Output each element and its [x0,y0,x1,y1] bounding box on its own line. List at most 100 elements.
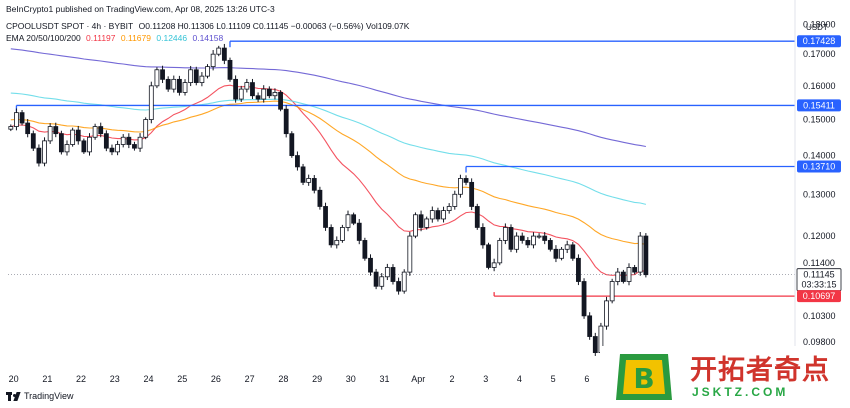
tradingview-logo-icon [6,391,21,401]
candle-body-up [154,69,160,87]
candle-body-up [334,240,340,246]
candle [143,117,149,140]
price-labels: 0.17428 0.15411 0.13710 0.1114503:33:150.10… [796,35,842,303]
watermark-badge-letter: B [633,362,654,395]
candle-body-down [311,178,317,191]
candle [47,123,53,144]
candle [323,202,328,231]
x-tick-label: 2 [449,374,454,384]
candle [115,140,120,156]
candle [188,65,194,87]
candle [401,269,407,294]
candle [306,174,312,186]
candle [244,78,250,93]
candle-body-up [8,126,14,130]
candle [171,75,177,93]
level-price-text: 0.10697 [803,291,836,301]
candle-body-down [283,108,289,135]
candle-body-down [278,92,283,110]
candle [384,263,390,281]
candle [637,232,643,276]
candle-body-down [109,147,115,153]
candle-body-down [587,315,593,337]
candle [418,210,424,232]
x-tick-label: 26 [211,374,221,384]
candle [379,273,385,290]
candle-body-down [295,155,300,168]
candle-body-down [525,240,531,246]
x-tick-label: 30 [346,374,356,384]
candle-body-down [351,214,357,224]
level-price-text: 0.13710 [803,162,836,172]
candle [536,233,542,239]
candle-body-down [233,78,239,100]
candle-body-up [401,271,407,292]
symbol-ohlc-line: CPOOLUSDT SPOT · 4h · BYBIT O0.11208 H0.… [6,21,412,31]
candle [210,50,216,71]
candle-body-down [576,257,581,282]
candle [58,130,64,155]
candle [570,242,576,261]
candle [609,278,615,304]
candle [81,138,87,154]
symbol-label[interactable]: CPOOLUSDT SPOT · 4h · BYBIT [6,21,134,31]
price-axis[interactable]: 0.18000 0.17000 0.16000 0.15000 0.14000 0.130… [803,19,836,368]
candle-body-down [519,235,525,241]
candle [261,85,267,103]
candle [474,203,480,230]
candle-body-up [413,214,418,237]
candle-body-up [188,69,194,83]
candle [486,242,491,270]
currency-label: USDT [806,23,828,32]
candle [390,264,396,285]
time-axis[interactable]: 20 21 22 23 24 25 26 27 28 29 30 31 Apr 2 3 4 5 6 [9,374,590,384]
x-tick-label: 24 [143,374,153,384]
candle [289,131,295,158]
candle-body-up [87,136,92,153]
candle [424,216,430,230]
candle-body-down [30,133,36,149]
ema20-line [10,84,646,277]
candle [317,186,323,210]
candle [148,81,154,124]
candle-body-up [47,126,53,142]
candle-body-down [508,227,514,250]
candle-body-up [182,82,188,93]
candle [30,130,36,151]
candle-body-up [244,82,250,90]
candle-body-down [177,78,182,93]
candle-body-down [620,271,626,282]
candle [70,127,76,147]
x-tick-label: 3 [483,374,488,384]
candle [604,296,609,330]
candle-body-down [553,248,559,259]
candle [227,57,233,82]
candle [126,133,132,149]
candle [469,178,475,211]
candle-body-up [238,88,244,100]
price-label-resistance: 0.15411 [797,99,841,112]
candle-body-down [542,235,548,241]
x-tick-label: 28 [278,374,288,384]
countdown-text: 03:33:15 [801,280,836,290]
candle [278,90,283,112]
candle [160,65,165,84]
ema100-line [10,92,647,205]
ema200-value: 0.14158 [192,33,224,43]
candle-body-down [547,240,553,250]
candle [452,190,458,210]
candle [351,212,357,226]
candles [8,43,649,356]
candle-body-down [474,206,480,228]
level-price-box [797,99,841,112]
candle-body-up [306,178,312,183]
horizontal-levels [8,40,795,297]
candle-body-down [266,88,272,97]
candle [120,134,126,148]
ema-legend[interactable]: EMA 20/50/100/200 0.11197 0.11679 0.1244… [6,33,226,43]
y-tick-label: 0.09800 [803,337,836,347]
tradingview-brand[interactable]: TradingView [6,391,74,401]
candle [429,206,435,223]
candle-body-up [536,235,542,238]
